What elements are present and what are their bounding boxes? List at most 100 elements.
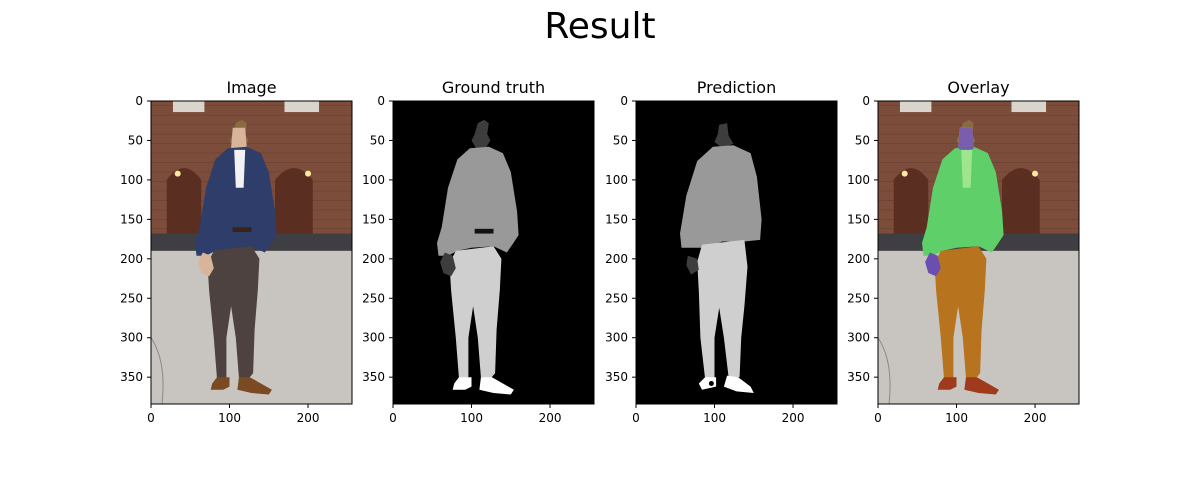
y-tick-label: 300 [605,331,628,345]
window [1011,101,1047,113]
jacket [922,146,1004,256]
y-tick-label: 0 [620,94,628,108]
x-tick-label: 200 [539,411,562,425]
x-tick-label: 0 [632,411,640,425]
y-tick-label: 350 [847,370,870,384]
arched-doorway [166,168,202,240]
mask-shoe-detail [708,380,714,386]
panel-image [151,101,352,404]
face-overlay [958,127,974,154]
pavement-crack [878,337,891,404]
y-tick-label: 100 [847,173,870,187]
x-tick-label: 100 [703,411,726,425]
y-tick-label: 150 [120,212,143,226]
panel-image: Image 0 50 100 150 200 250 300 350 0 100 200 [120,78,353,425]
shoe-left [210,377,230,390]
y-tick-label: 350 [120,370,143,384]
shoe-right [237,377,272,395]
jacket [195,146,277,256]
y-tick-label: 300 [362,331,385,345]
y-tick-label: 0 [377,94,385,108]
figure-title: Result [544,6,656,47]
x-tick-label: 100 [460,411,483,425]
hand [198,252,214,277]
x-tick-label: 200 [297,411,320,425]
panel-ground-truth: Ground truth 0 50 100 150 200 250 300 350 0 100 200 [362,78,595,425]
shoe-left [937,377,957,390]
panel-image [878,101,1079,404]
axes-frame [150,100,353,405]
lamp [901,170,908,177]
y-tick-label: 250 [120,291,143,305]
panel-overlay: Overlay 0 50 100 150 200 250 300 350 0 100 200 [847,78,1080,425]
mask-hair [471,119,491,149]
y-tick-label: 150 [847,212,870,226]
trousers [207,246,260,379]
mask-shoe-right [723,375,754,393]
axes-frame [877,100,1080,405]
axes-title: Prediction [697,78,776,97]
y-tick-label: 50 [370,133,385,147]
y-tick-label: 0 [135,94,143,108]
arched-doorway [275,168,313,240]
axes-title: Overlay [947,78,1009,97]
face [231,127,247,154]
hand [925,252,941,277]
y-tick-label: 350 [362,370,385,384]
axes-title: Image [226,78,276,97]
y-tick-label: 100 [605,173,628,187]
axes-title: Ground truth [442,78,545,97]
y-tick-label: 350 [605,370,628,384]
x-tick-label: 0 [389,411,397,425]
x-tick-label: 100 [218,411,241,425]
y-tick-label: 250 [605,291,628,305]
y-tick-label: 50 [855,133,870,147]
y-tick-label: 150 [362,212,385,226]
panel-prediction: Prediction 0 50 100 150 200 250 300 350 0 100 200 [605,78,838,425]
y-tick-label: 250 [362,291,385,305]
trousers [934,246,987,379]
window [899,101,932,113]
mask-hair [714,123,734,149]
lamp [1032,170,1039,177]
mask-belt [474,228,494,234]
y-tick-label: 150 [605,212,628,226]
mask-hand [440,252,456,277]
y-tick-label: 200 [120,252,143,266]
y-tick-label: 100 [362,173,385,187]
axes-frame [635,100,838,405]
mask-lower [697,239,748,379]
y-tick-label: 200 [362,252,385,266]
mask-upper [437,146,519,256]
y-tick-label: 300 [847,331,870,345]
x-tick-label: 200 [782,411,805,425]
y-tick-label: 100 [120,173,143,187]
y-tick-label: 200 [605,252,628,266]
lamp [305,170,312,177]
belt [232,227,252,232]
arched-doorway [1002,168,1040,240]
y-tick-label: 250 [847,291,870,305]
shoe-right [964,377,999,395]
panel-image [393,101,594,404]
y-tick-label: 300 [120,331,143,345]
shirt-overlay [961,149,973,188]
y-tick-label: 50 [613,133,628,147]
x-tick-label: 0 [147,411,155,425]
window [284,101,320,113]
mask-shoe-left [452,377,472,390]
mask-hand [686,255,699,275]
x-tick-label: 200 [1024,411,1047,425]
window [172,101,205,113]
mask-lower [449,246,502,379]
mask-shoe-left [698,377,717,390]
y-tick-label: 200 [847,252,870,266]
panel-image [636,101,837,404]
mask-shoe-right [479,377,514,395]
y-tick-label: 0 [862,94,870,108]
x-tick-label: 100 [945,411,968,425]
axes-frame [392,100,595,405]
y-tick-label: 50 [128,133,143,147]
shirt [234,149,246,188]
